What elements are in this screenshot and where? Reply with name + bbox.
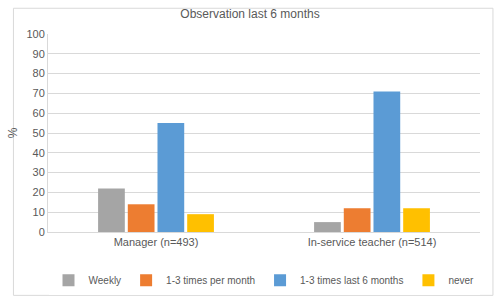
- svg-text:1-3 times per month: 1-3 times per month: [166, 275, 255, 286]
- svg-text:70: 70: [33, 87, 45, 99]
- svg-text:Weekly: Weekly: [89, 275, 122, 286]
- svg-text:%: %: [6, 127, 20, 138]
- svg-text:90: 90: [33, 48, 45, 60]
- svg-text:60: 60: [33, 107, 45, 119]
- svg-text:Observation last 6 months: Observation last 6 months: [180, 7, 319, 21]
- svg-text:80: 80: [33, 67, 45, 79]
- svg-text:Manager (n=493): Manager (n=493): [114, 236, 199, 248]
- svg-text:20: 20: [33, 186, 45, 198]
- svg-text:0: 0: [39, 226, 45, 238]
- svg-text:40: 40: [33, 147, 45, 159]
- svg-text:10: 10: [33, 206, 45, 218]
- svg-text:100: 100: [26, 28, 44, 40]
- svg-text:never: never: [448, 275, 474, 286]
- svg-text:30: 30: [33, 166, 45, 178]
- svg-text:50: 50: [33, 127, 45, 139]
- svg-text:1-3 times last 6 months: 1-3 times last 6 months: [300, 275, 403, 286]
- svg-text:In-service teacher (n=514): In-service teacher (n=514): [308, 236, 437, 248]
